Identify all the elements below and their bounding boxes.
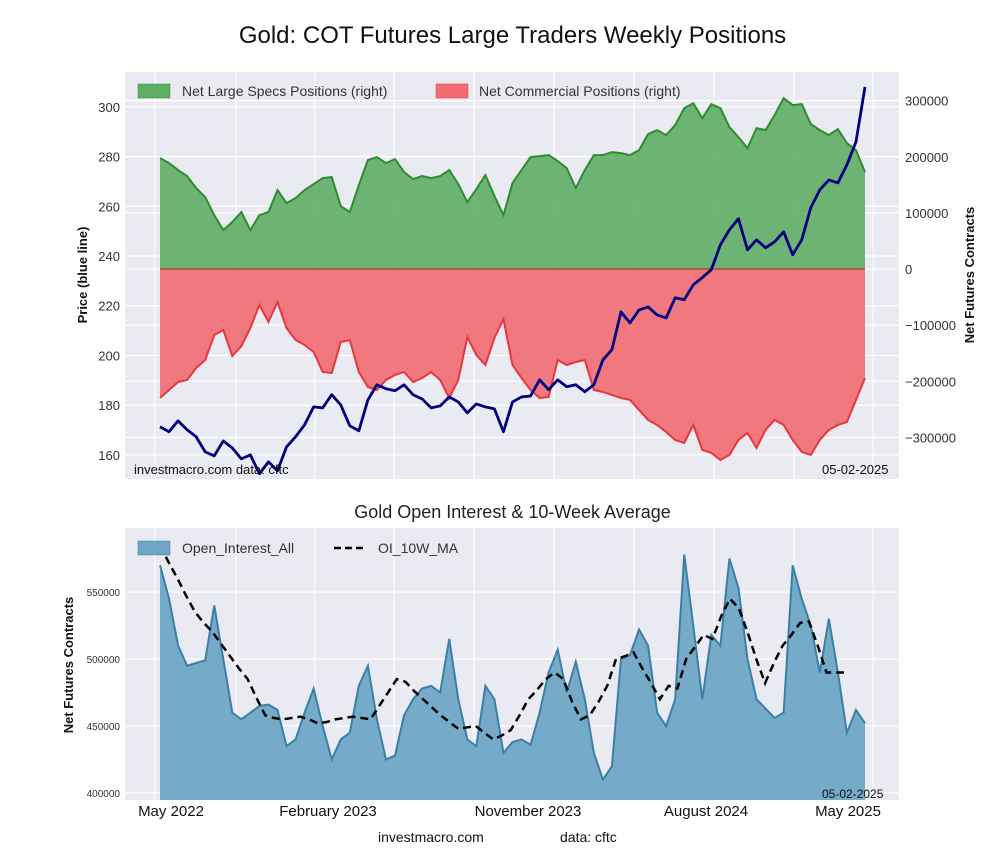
specs-line: [159, 96, 866, 233]
bottom-y-tick-label: 500000: [87, 655, 121, 666]
bottom-y-tick-label: 550000: [87, 588, 121, 599]
right-tick-label: −300000: [905, 430, 956, 445]
legend-swatch-oi: [137, 540, 171, 556]
right-tick-label: 100000: [905, 206, 948, 221]
date-annotation-bottom: 05-02-2025: [822, 787, 884, 801]
bottom-x-ticks: May 2022 February 2023 November 2023 August…: [138, 803, 881, 820]
top-left-ticks: 160 180 200 220 240 260 280 300: [98, 100, 120, 463]
left-tick-label: 240: [98, 249, 120, 264]
price-line: [159, 86, 867, 476]
top-series-lines: [159, 86, 867, 476]
open-interest-line: [159, 554, 866, 782]
open-interest-area: [160, 554, 865, 800]
right-tick-label: −200000: [905, 374, 956, 389]
commercial-line: [159, 299, 866, 462]
ma-10w-line: [158, 544, 844, 741]
legend-swatch-commercial: [435, 83, 469, 99]
legend-label-ma: OI_10W_MA: [378, 540, 459, 556]
x-tick-label: August 2024: [664, 803, 748, 820]
left-tick-label: 280: [98, 150, 120, 165]
right-tick-label: 200000: [905, 150, 948, 165]
x-tick-label: May 2025: [815, 803, 881, 820]
legend-swatch-specs: [137, 83, 171, 99]
left-tick-label: 260: [98, 199, 120, 214]
bottom-series-lines: [158, 544, 866, 782]
x-tick-label: February 2023: [279, 803, 377, 820]
x-tick-label: November 2023: [475, 803, 582, 820]
right-axis-label: Net Futures Contracts: [962, 207, 977, 344]
watermark-left: investmacro.com data: cftc: [134, 462, 289, 477]
bottom-axis-label: Net Futures Contracts: [61, 597, 76, 734]
bottom-y-ticks: 400000 450000 500000 550000: [87, 588, 121, 800]
left-axis-label: Price (blue line): [75, 227, 90, 324]
right-tick-label: −100000: [905, 318, 956, 333]
top-right-ticks: −300000 −200000 −100000 0 100000 200000 300000: [905, 94, 956, 446]
legend-label-commercial: Net Commercial Positions (right): [479, 83, 681, 99]
bottom-area-fills: [160, 554, 865, 800]
left-tick-label: 180: [98, 398, 120, 413]
bottom-y-tick-label: 450000: [87, 722, 121, 733]
date-annotation-top: 05-02-2025: [822, 462, 889, 477]
subchart-title: Gold Open Interest & 10-Week Average: [354, 502, 671, 522]
bottom-y-tick-label: 400000: [87, 789, 121, 800]
chart-title: Gold: COT Futures Large Traders Weekly P…: [238, 22, 787, 49]
right-tick-label: 300000: [905, 94, 948, 109]
left-tick-label: 220: [98, 299, 120, 314]
right-tick-label: 0: [905, 262, 912, 277]
left-tick-label: 160: [98, 448, 120, 463]
footer-source: data: cftc: [560, 829, 617, 845]
x-tick-label: May 2022: [138, 803, 204, 820]
left-tick-label: 200: [98, 348, 120, 363]
legend-label-oi: Open_Interest_All: [182, 540, 294, 556]
footer-site: investmacro.com: [378, 829, 484, 845]
legend-label-specs: Net Large Specs Positions (right): [182, 83, 387, 99]
left-tick-label: 300: [98, 100, 120, 115]
